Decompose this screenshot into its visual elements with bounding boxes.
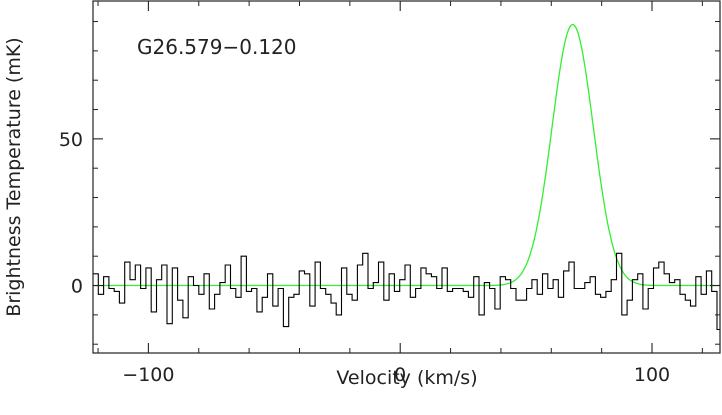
gaussian-fit-line bbox=[93, 23, 720, 287]
x-tick-label: 100 bbox=[634, 364, 670, 386]
histogram-spectrum-line bbox=[93, 252, 720, 331]
chart-annotation: G26.579−0.120 bbox=[137, 35, 297, 59]
x-tick-label: −100 bbox=[122, 364, 174, 386]
y-tick-label: 50 bbox=[59, 129, 83, 151]
y-axis-label: Brightness Temperature (mK) bbox=[3, 37, 25, 316]
histogram-layer bbox=[93, 252, 720, 331]
plot-frame bbox=[92, 0, 721, 354]
y-tick-label: 0 bbox=[71, 276, 83, 298]
x-axis-label: Velocity (km/s) bbox=[336, 367, 477, 389]
x-tick-label: 0 bbox=[394, 364, 406, 386]
gaussian-fit-layer bbox=[93, 23, 720, 287]
tick-layer: −100 0 100 0 50 bbox=[59, 1, 720, 386]
